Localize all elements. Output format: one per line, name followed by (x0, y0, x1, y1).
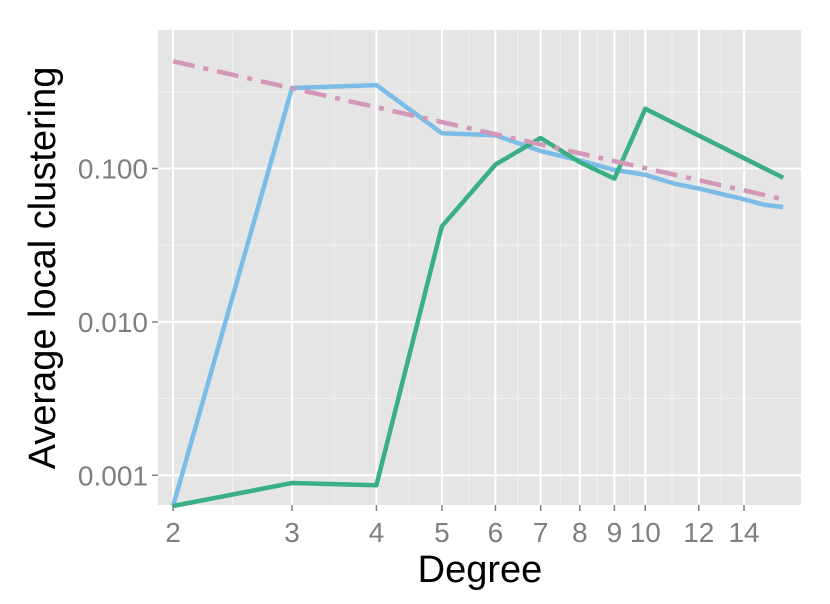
y-tick-label: 0.001 (78, 460, 148, 491)
series-line-2 (172, 106, 785, 509)
x-tick-label: 2 (165, 517, 181, 548)
series-layer (170, 59, 785, 509)
x-tick-label: 3 (284, 517, 300, 548)
series-line-3 (172, 59, 784, 202)
y-tick-label: 0.100 (78, 154, 148, 185)
x-tick-label: 10 (630, 517, 661, 548)
x-tick-label: 12 (683, 517, 714, 548)
x-tick-label: 9 (607, 517, 623, 548)
x-axis-ticks: 2 3 4 5 6 7 8 9 10 12 14 (165, 505, 760, 548)
x-tick-label: 7 (533, 517, 549, 548)
y-axis-title: Average local clustering (22, 67, 64, 470)
y-tick-label: 0.010 (78, 307, 148, 338)
plot-panel (158, 30, 801, 505)
x-tick-label: 6 (488, 517, 504, 548)
x-tick-label: 8 (572, 517, 588, 548)
x-axis-title: Degree (418, 549, 543, 591)
x-tick-label: 4 (369, 517, 385, 548)
x-tick-label: 5 (434, 517, 450, 548)
x-tick-label: 14 (728, 517, 759, 548)
y-axis-ticks: 0.001 0.010 0.100 (78, 154, 158, 491)
series-line-1 (170, 82, 784, 507)
grid-major (158, 30, 801, 505)
